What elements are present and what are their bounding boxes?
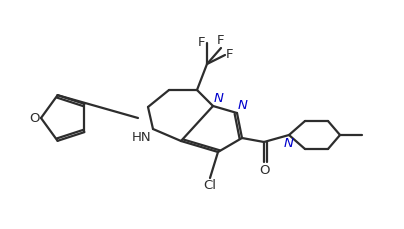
Text: F: F [226, 49, 234, 62]
Text: N: N [284, 137, 294, 150]
Text: O: O [29, 112, 40, 125]
Text: N: N [214, 92, 224, 105]
Text: N: N [238, 99, 248, 112]
Text: HN: HN [131, 131, 151, 144]
Text: O: O [259, 164, 269, 177]
Text: F: F [198, 36, 205, 49]
Text: F: F [217, 34, 225, 47]
Text: Cl: Cl [204, 179, 217, 192]
